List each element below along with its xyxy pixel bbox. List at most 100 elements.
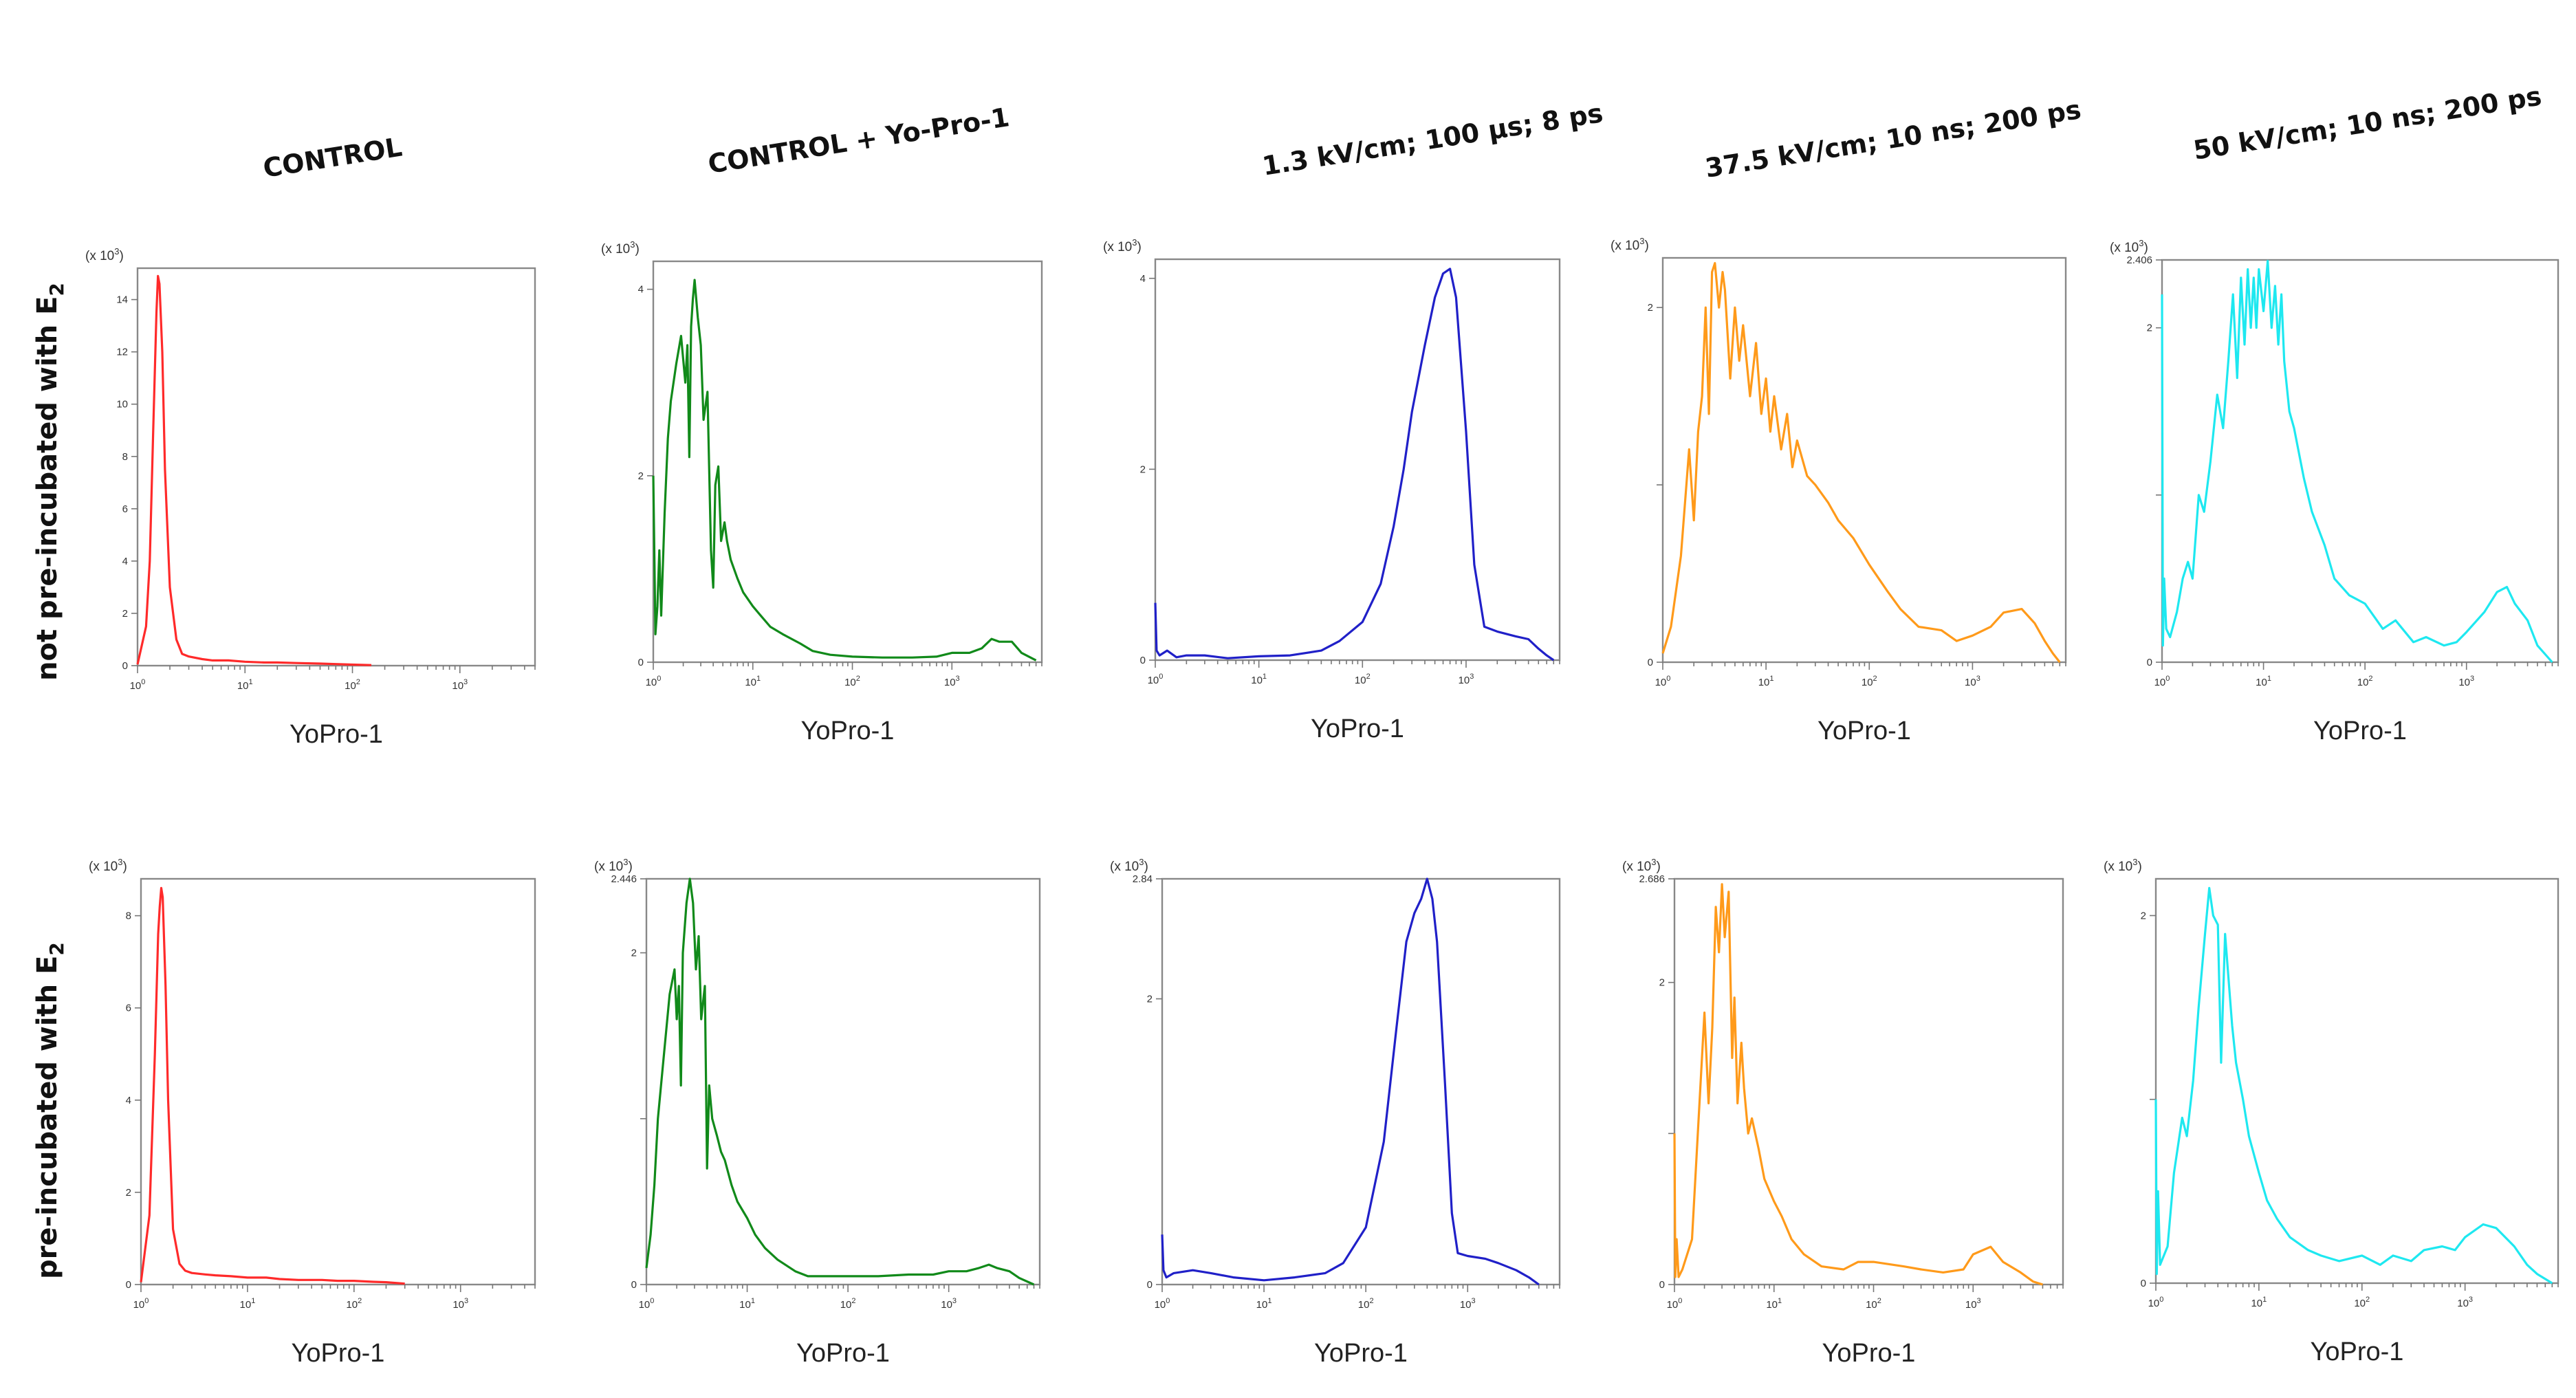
x-tick-base: 10: [346, 1299, 358, 1311]
y-multiplier-label: (x 103): [594, 857, 633, 874]
y-tick-label: 2: [631, 948, 637, 959]
plot-frame: [1673, 877, 2064, 1286]
x-tick-base: 10: [1866, 1299, 1877, 1311]
y-tick-label: 6: [126, 1003, 131, 1014]
column-title-37-5kv: 37.5 kV/cm; 10 ns; 200 ps: [1703, 94, 2084, 184]
plot-frame: [136, 267, 536, 667]
x-tick-base: 10: [646, 677, 657, 688]
x-tick-label: 100: [130, 678, 146, 692]
y-multiplier-exponent: 3: [118, 857, 122, 867]
x-tick-base: 10: [1965, 677, 1976, 688]
x-tick-label: 103: [1459, 673, 1474, 686]
histogram-series-line: [1661, 262, 2061, 663]
x-tick-exponent: 3: [952, 1297, 957, 1305]
x-tick-label: 100: [2154, 675, 2170, 688]
x-tick-exponent: 0: [1678, 1297, 1682, 1305]
x-tick-label: 103: [944, 675, 960, 688]
x-axis-label: YoPro-1: [1818, 717, 1911, 745]
plot-frame: [140, 877, 536, 1286]
y-tick-label: 0: [631, 1279, 637, 1291]
x-axis-label: YoPro-1: [801, 717, 895, 745]
x-tick-base: 10: [1148, 675, 1159, 686]
y-multiplier-label: (x 103): [1622, 857, 1661, 874]
x-tick-label: 102: [346, 1297, 362, 1311]
histogram-series-line: [652, 278, 1037, 662]
y-multiplier-label: (x 103): [1110, 857, 1148, 874]
x-tick-label: 102: [2354, 1296, 2370, 1309]
y-multiplier-exponent: 3: [114, 246, 119, 256]
y-multiplier-exponent: 3: [1651, 857, 1656, 867]
y-multiplier-prefix: (x 10: [1110, 860, 1139, 874]
histogram-series-line: [140, 886, 405, 1285]
y-tick-label: 12: [116, 347, 128, 358]
x-tick-label: 100: [1155, 1297, 1170, 1311]
y-tick-label: 0: [126, 1279, 131, 1291]
y-multiplier-prefix: (x 10: [1103, 240, 1132, 254]
x-tick-base: 10: [2354, 1298, 2366, 1309]
y-tick-label: 2.406: [2126, 254, 2152, 266]
y-multiplier-label: (x 103): [85, 246, 124, 263]
column-title-1-3kv: 1.3 kV/cm; 100 µs; 8 ps: [1260, 98, 1605, 182]
x-tick-base: 10: [1155, 1299, 1166, 1311]
x-tick-label: 102: [1358, 1297, 1374, 1311]
x-tick-base: 10: [944, 677, 956, 688]
y-tick-label: 2.686: [1639, 873, 1665, 885]
x-tick-exponent: 3: [1977, 1297, 1981, 1305]
x-tick-label: 103: [941, 1297, 957, 1311]
x-tick-base: 10: [2458, 677, 2470, 688]
x-tick-base: 10: [345, 680, 356, 692]
x-tick-base: 10: [745, 677, 756, 688]
row-title-subscript: 2: [45, 283, 68, 296]
y-multiplier-label: (x 103): [1611, 236, 1649, 253]
x-tick-exponent: 2: [356, 678, 360, 686]
x-tick-label: 103: [1965, 675, 1980, 688]
y-tick-label: 2: [638, 470, 644, 482]
x-tick-exponent: 2: [2368, 675, 2372, 683]
x-axis-label: YoPro-1: [1311, 714, 1404, 743]
x-tick-exponent: 1: [751, 1297, 755, 1305]
y-multiplier-exponent: 3: [1639, 236, 1644, 246]
y-tick-label: 0: [1147, 1279, 1153, 1291]
x-tick-label: 101: [2256, 675, 2271, 688]
x-tick-label: 100: [133, 1297, 149, 1311]
histogram-series-line: [645, 877, 1035, 1286]
y-multiplier-suffix: ): [2143, 241, 2148, 255]
x-tick-exponent: 1: [1769, 675, 1773, 683]
y-tick-label: 4: [638, 284, 644, 296]
histogram-series-line: [136, 274, 372, 666]
y-tick-label: 0: [1140, 655, 1146, 666]
histogram-series-line: [1161, 877, 1540, 1286]
x-tick-exponent: 3: [464, 1297, 468, 1305]
x-tick-base: 10: [452, 680, 463, 692]
x-tick-label: 101: [1256, 1297, 1272, 1311]
x-tick-exponent: 0: [650, 1297, 654, 1305]
x-tick-base: 10: [1766, 1299, 1778, 1311]
y-multiplier-prefix: (x 10: [1622, 860, 1651, 874]
y-multiplier-prefix: (x 10: [2110, 241, 2139, 255]
x-tick-base: 10: [1758, 677, 1770, 688]
y-multiplier-suffix: ): [1137, 240, 1141, 254]
x-tick-label: 103: [1965, 1297, 1981, 1311]
row-title-subscript: 2: [45, 942, 68, 955]
x-tick-base: 10: [840, 1299, 852, 1311]
plot-frame: [1154, 258, 1561, 662]
x-axis-label: YoPro-1: [290, 720, 383, 749]
x-tick-base: 10: [941, 1299, 952, 1311]
row-title-preincubated: pre-incubated with E2: [32, 942, 68, 1279]
y-multiplier-exponent: 3: [1139, 857, 1144, 867]
y-tick-label: 6: [122, 503, 128, 515]
x-tick-label: 101: [2251, 1296, 2267, 1309]
x-axis-label: YoPro-1: [2313, 717, 2407, 745]
x-tick-base: 10: [1251, 675, 1263, 686]
x-tick-base: 10: [452, 1299, 464, 1311]
x-tick-base: 10: [133, 1299, 145, 1311]
x-axis-label: YoPro-1: [796, 1339, 890, 1368]
y-multiplier-suffix: ): [2137, 860, 2141, 874]
x-tick-base: 10: [1655, 677, 1667, 688]
x-tick-base: 10: [1459, 675, 1470, 686]
